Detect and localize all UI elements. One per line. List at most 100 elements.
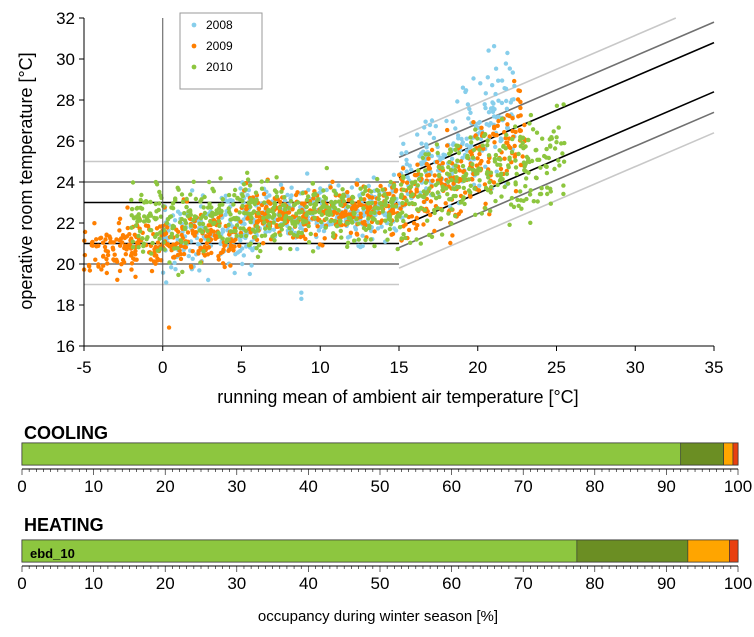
point-2010 — [516, 203, 521, 208]
point-2009 — [413, 226, 419, 231]
point-2008 — [464, 148, 470, 153]
point-2009 — [117, 238, 122, 243]
point-2010 — [300, 191, 305, 196]
point-2008 — [404, 169, 409, 174]
point-2010 — [395, 246, 400, 252]
point-2010 — [133, 223, 139, 228]
point-2010 — [184, 196, 189, 202]
point-2010 — [416, 176, 422, 182]
point-2010 — [207, 201, 212, 206]
point-2009 — [486, 159, 491, 165]
point-2010 — [423, 152, 428, 157]
point-2010 — [461, 178, 467, 183]
point-2008 — [490, 100, 495, 105]
point-2010 — [561, 102, 566, 107]
point-2010 — [169, 205, 174, 210]
point-2010 — [368, 237, 373, 242]
point-2008 — [336, 183, 341, 188]
point-2010 — [401, 232, 406, 237]
point-2010 — [461, 185, 466, 191]
point-2010 — [277, 205, 282, 210]
point-2010 — [409, 201, 415, 206]
point-2009 — [129, 261, 135, 266]
point-2010 — [161, 204, 166, 209]
point-2010 — [332, 218, 337, 224]
point-2008 — [298, 225, 303, 231]
point-2009 — [178, 244, 184, 249]
point-2010 — [282, 195, 287, 200]
point-2010 — [456, 184, 462, 190]
y-tick-label: 18 — [56, 296, 75, 315]
point-2010 — [259, 179, 264, 184]
bar-tick-label: 0 — [17, 574, 26, 593]
point-2008 — [486, 110, 492, 115]
point-2009 — [443, 201, 448, 206]
point-2010 — [274, 175, 279, 180]
point-2010 — [363, 237, 368, 243]
point-2010 — [543, 163, 548, 169]
bar-tick-label: 20 — [156, 574, 175, 593]
point-2010 — [201, 205, 206, 210]
point-2010 — [422, 194, 427, 200]
point-2010 — [282, 219, 288, 224]
point-2009 — [354, 231, 359, 236]
point-2010 — [481, 133, 487, 139]
point-2009 — [212, 233, 217, 238]
point-2010 — [200, 221, 206, 227]
point-2010 — [129, 225, 134, 230]
point-2009 — [478, 161, 483, 166]
point-2008 — [423, 119, 428, 124]
point-2010 — [399, 192, 404, 197]
point-2009 — [372, 229, 377, 234]
y-tick-label: 24 — [56, 173, 75, 192]
point-2010 — [199, 197, 204, 202]
point-2009 — [226, 248, 231, 253]
point-2010 — [235, 216, 241, 222]
point-2010 — [479, 211, 484, 216]
point-2010 — [220, 197, 225, 202]
point-2008 — [493, 66, 499, 71]
legend-marker-2010 — [191, 64, 197, 70]
point-2010 — [286, 205, 292, 211]
point-2010 — [554, 140, 559, 145]
point-2010 — [508, 202, 514, 207]
point-2010 — [485, 188, 491, 193]
point-2010 — [418, 241, 423, 246]
point-2008 — [471, 76, 476, 81]
point-2010 — [422, 207, 427, 213]
x-tick-label: -5 — [76, 358, 91, 377]
point-2009 — [133, 274, 138, 279]
point-2008 — [486, 48, 491, 53]
point-2009 — [101, 263, 106, 268]
point-2010 — [240, 192, 245, 197]
point-2008 — [440, 155, 445, 161]
point-2008 — [496, 98, 501, 103]
point-2008 — [237, 248, 243, 254]
point-2010 — [544, 146, 549, 152]
point-2009 — [123, 243, 128, 248]
heating-bar — [21, 539, 739, 563]
point-2008 — [197, 268, 202, 273]
point-2010 — [289, 216, 294, 221]
point-2009 — [517, 128, 523, 134]
point-2010 — [154, 209, 159, 214]
point-2010 — [446, 179, 451, 184]
point-2009 — [179, 232, 184, 238]
point-2010 — [377, 192, 382, 198]
point-2010 — [515, 197, 520, 203]
point-2010 — [179, 192, 185, 197]
point-2009 — [367, 194, 372, 200]
point-2010 — [352, 238, 357, 243]
point-2010 — [444, 171, 450, 176]
point-2010 — [477, 178, 482, 183]
point-2010 — [248, 197, 254, 202]
point-2010 — [509, 195, 515, 201]
point-2010 — [445, 192, 450, 197]
point-2009 — [487, 212, 492, 217]
point-2010 — [486, 153, 492, 158]
point-2010 — [254, 224, 260, 229]
point-2008 — [499, 78, 505, 83]
bar-tick-label: 80 — [585, 477, 604, 496]
point-2010 — [334, 224, 340, 229]
point-2009 — [432, 173, 437, 178]
